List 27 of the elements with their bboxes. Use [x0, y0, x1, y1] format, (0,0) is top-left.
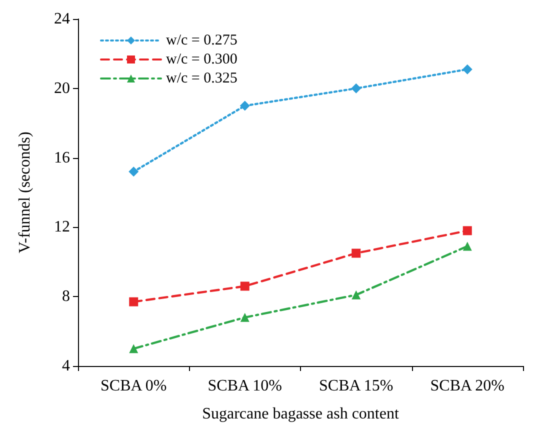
x-tick-label: SCBA 20% — [430, 378, 504, 394]
x-axis-title: Sugarcane bagasse ash content — [202, 406, 400, 422]
y-tick-label: 4 — [62, 358, 70, 374]
y-tick-label: 8 — [62, 288, 70, 306]
point — [352, 248, 361, 258]
x-tick-label: SCBA 15% — [319, 378, 394, 394]
point — [129, 344, 138, 354]
x-tick-label: SCBA 0% — [100, 378, 167, 394]
legend-label: w/c = 0.275 — [166, 32, 238, 48]
y-tick-label: 12 — [54, 218, 70, 236]
point — [240, 312, 250, 322]
point — [462, 242, 472, 251]
y-axis-title: V-funnel (seconds) — [16, 132, 34, 254]
point — [240, 100, 250, 111]
point — [462, 64, 472, 74]
y-tick-label: 16 — [54, 149, 70, 166]
x-tick-label: SCBA 10% — [208, 378, 282, 394]
point — [351, 83, 362, 94]
point — [462, 226, 472, 236]
point — [352, 290, 361, 300]
y-tick-label: 24 — [54, 10, 70, 28]
legend-label: w/c = 0.300 — [166, 52, 238, 68]
legend-label: w/c = 0.325 — [166, 70, 238, 86]
y-tick-label: 20 — [54, 80, 70, 97]
point — [240, 282, 250, 291]
point — [129, 297, 138, 306]
point — [128, 166, 139, 177]
